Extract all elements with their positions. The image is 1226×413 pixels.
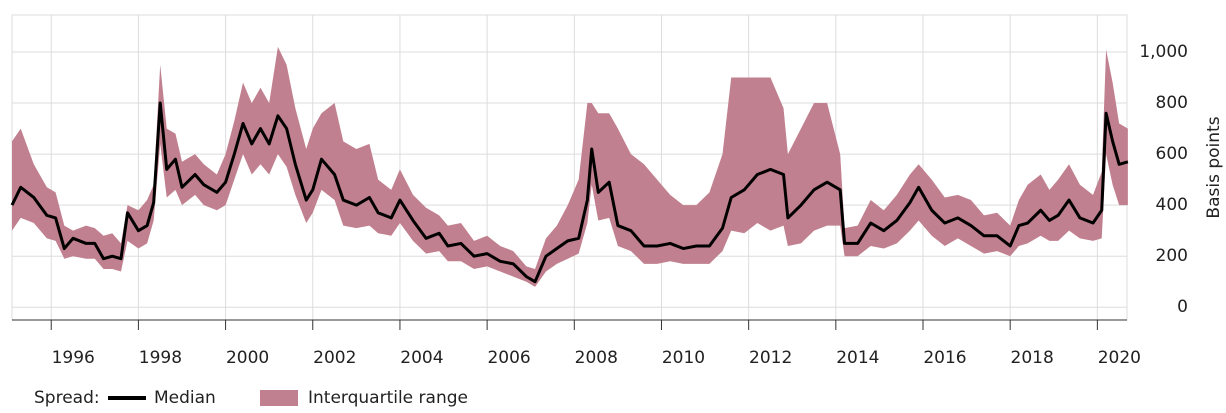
x-tick-label: 2018: [1011, 348, 1054, 368]
legend-label: Median: [154, 388, 216, 408]
x-tick-label: 2010: [662, 348, 705, 368]
x-tick-label: 2020: [1098, 348, 1141, 368]
x-tick-label: 2008: [575, 348, 618, 368]
y-axis-label: Basis points: [1204, 116, 1224, 218]
y-tick-label: 600: [1156, 144, 1188, 164]
y-tick-label: 800: [1156, 93, 1188, 113]
y-tick-label: 200: [1156, 246, 1188, 266]
y-tick-label: 1,000: [1139, 42, 1188, 62]
legend-title: Spread:: [34, 388, 100, 408]
iqr-band: [12, 46, 1128, 287]
x-tick-label: 2002: [313, 348, 356, 368]
x-tick-label: 2006: [487, 348, 530, 368]
x-tick-label: 1998: [139, 348, 182, 368]
y-tick-label: 0: [1177, 297, 1188, 317]
x-tick-label: 2016: [923, 348, 966, 368]
x-tick-label: 2014: [836, 348, 879, 368]
x-tick-label: 1996: [52, 348, 95, 368]
y-tick-label: 400: [1156, 195, 1188, 215]
x-tick-label: 2000: [226, 348, 269, 368]
median-line: [10, 101, 1129, 284]
legend-swatch: [260, 390, 298, 406]
legend-label: Interquartile range: [308, 388, 468, 408]
x-tick-label: 2012: [749, 348, 792, 368]
x-tick-label: 2004: [400, 348, 443, 368]
